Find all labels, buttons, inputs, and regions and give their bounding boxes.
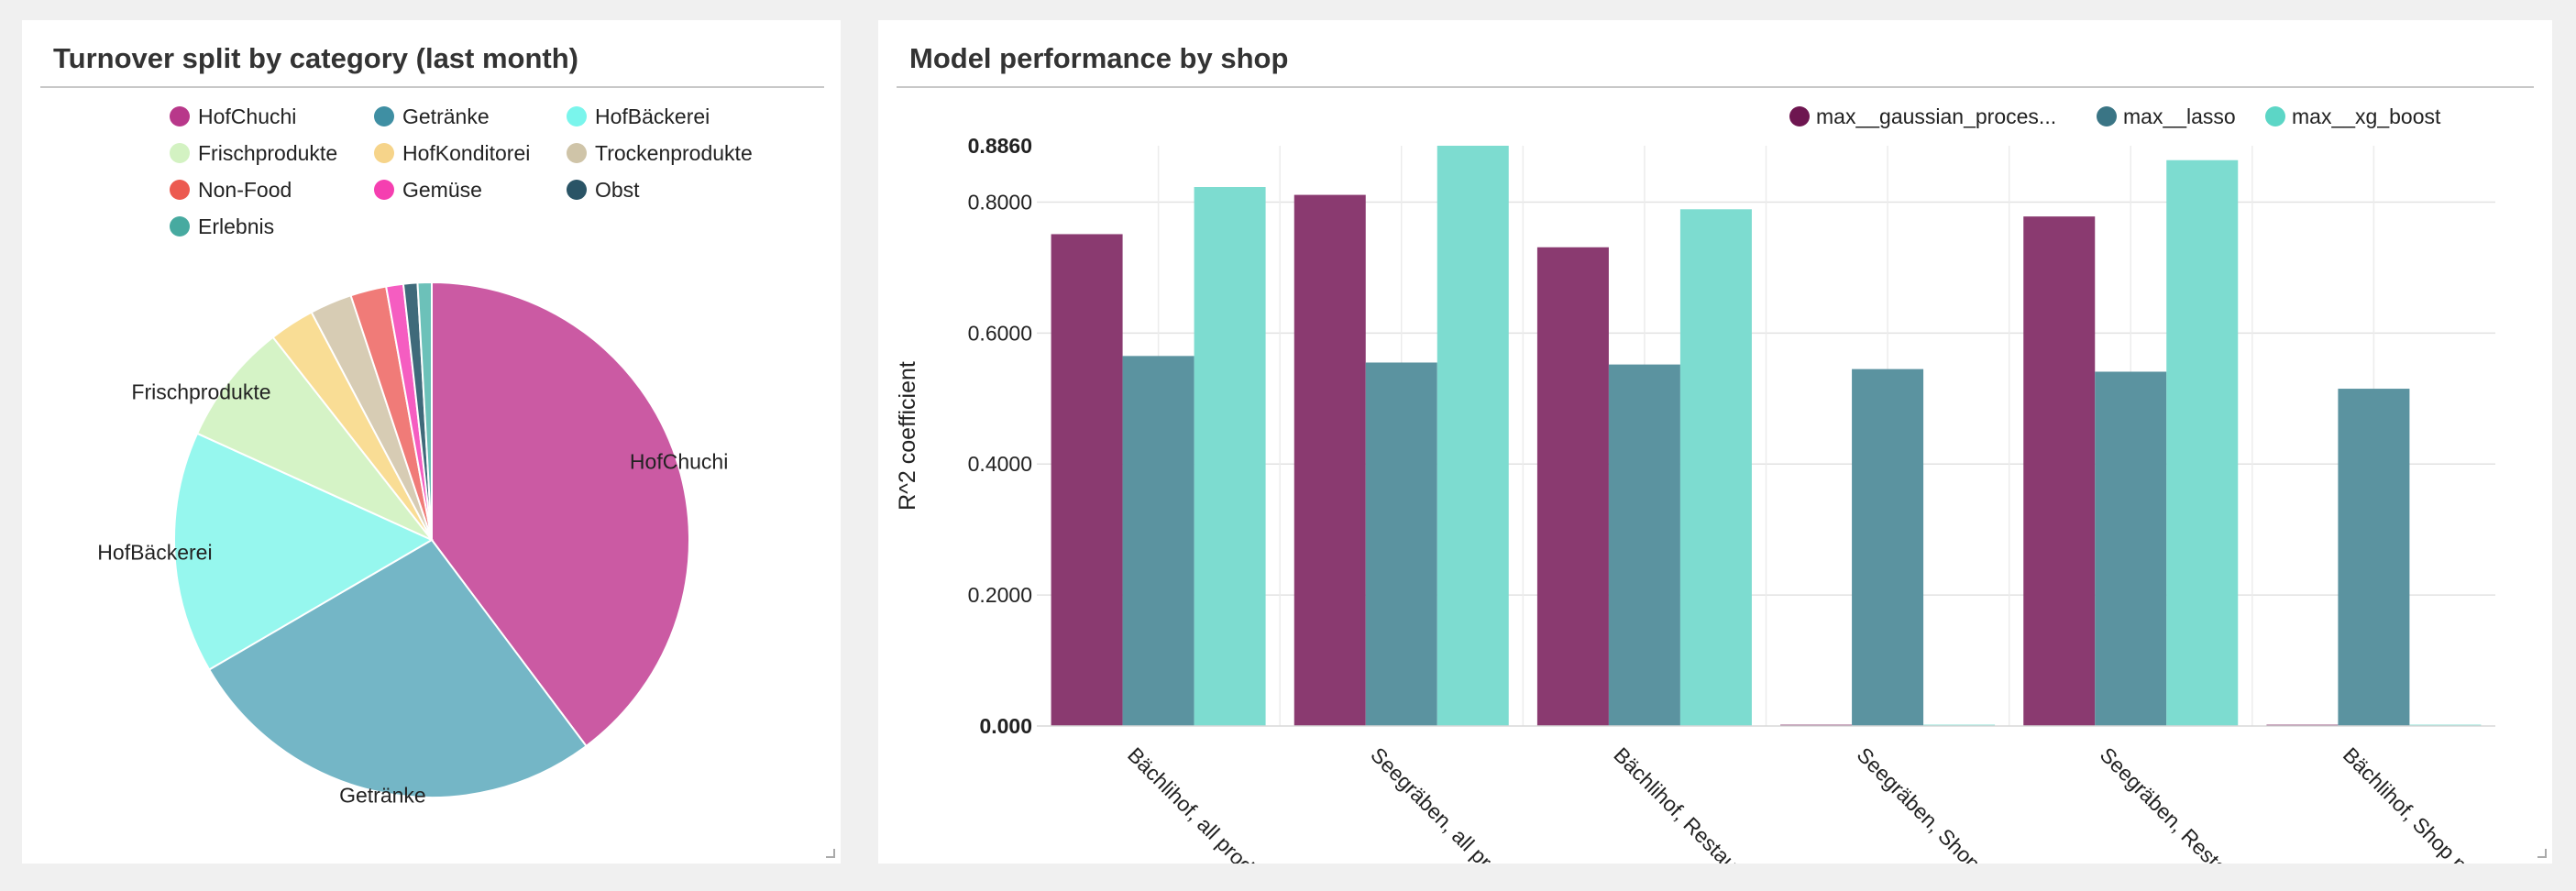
legend-swatch <box>2265 106 2285 126</box>
legend-item[interactable]: HofBäckerei <box>567 104 710 128</box>
legend-swatch <box>170 216 190 236</box>
panel-title: Model performance by shop <box>909 42 1289 74</box>
slice-label: HofBäckerei <box>97 541 212 565</box>
y-tick-label: 0.4000 <box>968 452 1032 476</box>
legend-swatch <box>170 180 190 200</box>
pie-slice[interactable] <box>207 538 588 798</box>
resize-handle[interactable] <box>2537 849 2547 858</box>
legend-item[interactable]: Erlebnis <box>170 214 274 238</box>
legend-item[interactable]: Frischprodukte <box>170 141 337 165</box>
y-tick-label: 0.8000 <box>968 190 1032 214</box>
bar[interactable] <box>1437 146 1509 726</box>
legend-label: Trockenprodukte <box>595 141 753 165</box>
legend-swatch <box>374 106 394 126</box>
legend-item[interactable]: Getränke <box>374 104 490 128</box>
legend-label: Frischprodukte <box>198 141 337 165</box>
x-tick-label: Seegräben, Resta <box>2096 742 2233 864</box>
y-tick-label: 0.6000 <box>968 321 1032 345</box>
x-tick-label: Seegräben, all pro <box>1366 742 1504 864</box>
y-axis-label: R^2 coefficient <box>895 361 920 511</box>
bar[interactable] <box>1852 368 1924 726</box>
legend-label: max__xg_boost <box>2292 104 2441 128</box>
bar[interactable] <box>2166 160 2239 726</box>
bar[interactable] <box>1608 364 1680 726</box>
panel-divider <box>40 86 824 88</box>
legend-swatch <box>374 143 394 163</box>
legend-item[interactable]: HofChuchi <box>170 104 296 128</box>
legend-label: Obst <box>595 178 640 202</box>
legend-swatch <box>567 143 587 163</box>
slice-label: Frischprodukte <box>131 380 270 404</box>
legend-swatch <box>567 106 587 126</box>
legend-swatch <box>1789 106 1810 126</box>
pie-slice[interactable] <box>173 432 435 671</box>
x-tick-label: Bächlihof, Restaur <box>1609 742 1748 864</box>
pie-slice[interactable] <box>416 280 433 541</box>
x-tick-label: Bächlihof, Shop p <box>2339 742 2472 864</box>
legend-label: Erlebnis <box>198 214 274 238</box>
bar[interactable] <box>1294 194 1366 727</box>
slice-label: HofChuchi <box>630 450 728 474</box>
legend-swatch <box>170 143 190 163</box>
legend-item[interactable]: max__xg_boost <box>2265 104 2441 128</box>
y-tick-label: 0.000 <box>979 714 1032 738</box>
bar-panel: Model performance by shop 0.000 0.2000 0.4… <box>878 20 2552 864</box>
legend-label: Gemüse <box>402 178 482 202</box>
legend-label: HofKonditorei <box>402 141 530 165</box>
legend-label: max__gaussian_proces... <box>1816 104 2056 128</box>
pie-slice[interactable] <box>431 280 690 748</box>
legend-swatch <box>170 106 190 126</box>
legend-label: HofChuchi <box>198 104 296 128</box>
bar[interactable] <box>1365 362 1437 726</box>
legend-swatch <box>374 180 394 200</box>
legend-item[interactable]: Gemüse <box>374 178 482 202</box>
slice-label: Getränke <box>339 783 426 807</box>
legend-item[interactable]: max__lasso <box>2097 104 2236 128</box>
bar[interactable] <box>1536 247 1609 726</box>
bar[interactable] <box>1051 234 1123 727</box>
legend-label: HofBäckerei <box>595 104 710 128</box>
legend-item[interactable]: Obst <box>567 178 640 202</box>
panel-title: Turnover split by category (last month) <box>53 42 579 74</box>
legend-item[interactable]: max__gaussian_proces... <box>1789 104 2056 128</box>
legend-item[interactable]: HofKonditorei <box>374 141 530 165</box>
x-tick-label: Seegräben, Shop <box>1853 742 1986 864</box>
y-tick-label: 0.8860 <box>968 134 1032 158</box>
legend-swatch <box>2097 106 2117 126</box>
bar[interactable] <box>2023 216 2096 726</box>
legend-item[interactable]: Non-Food <box>170 178 292 202</box>
legend-item[interactable]: Trockenprodukte <box>567 141 753 165</box>
legend-label: Getränke <box>402 104 490 128</box>
bar[interactable] <box>2095 371 2167 726</box>
bar[interactable] <box>1122 356 1194 726</box>
pie-slice[interactable] <box>195 336 433 541</box>
panel-divider <box>897 86 2534 88</box>
y-tick-label: 0.2000 <box>968 583 1032 607</box>
legend-swatch <box>567 180 587 200</box>
bar[interactable] <box>1679 209 1752 726</box>
pie-chart: HofChuchi Getränke HofBäckerei Frischproduk… <box>97 104 753 807</box>
bar-chart: 0.000 0.2000 0.4000 0.6000 0.8000 0.8860 R^2 c… <box>895 104 2495 864</box>
resize-handle[interactable] <box>826 849 835 858</box>
bar[interactable] <box>1194 187 1266 727</box>
legend-label: Non-Food <box>198 178 292 202</box>
x-tick-label: Bächlihof, all prod <box>1123 742 1259 864</box>
legend-label: max__lasso <box>2123 104 2236 128</box>
bar[interactable] <box>2338 389 2410 726</box>
pie-panel: Turnover split by category (last month) … <box>22 20 841 864</box>
